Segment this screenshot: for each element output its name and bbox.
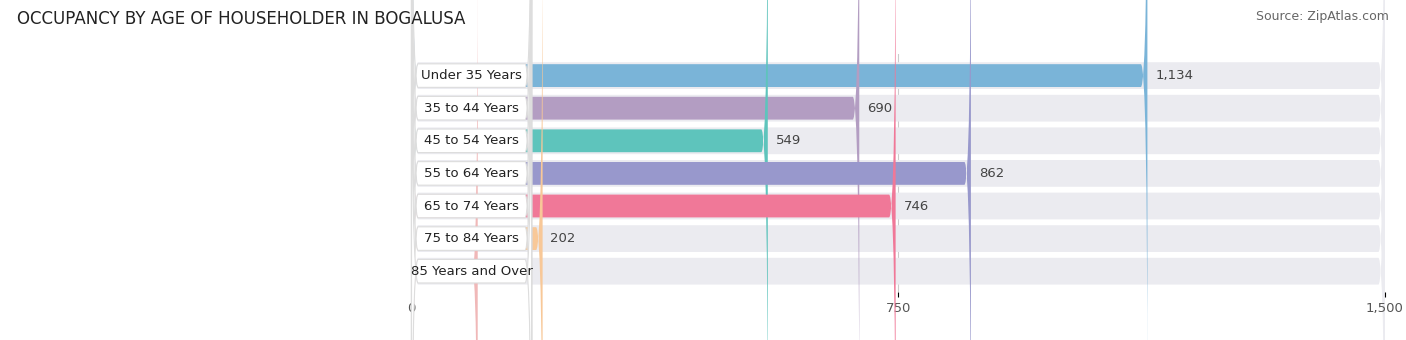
FancyBboxPatch shape	[412, 0, 896, 340]
Text: 549: 549	[776, 134, 801, 147]
FancyBboxPatch shape	[412, 0, 531, 340]
Text: 85 Years and Over: 85 Years and Over	[411, 265, 533, 278]
FancyBboxPatch shape	[412, 0, 531, 340]
Text: 65 to 74 Years: 65 to 74 Years	[425, 200, 519, 212]
Text: 862: 862	[979, 167, 1004, 180]
FancyBboxPatch shape	[412, 0, 859, 340]
FancyBboxPatch shape	[412, 0, 531, 340]
FancyBboxPatch shape	[412, 0, 531, 340]
FancyBboxPatch shape	[412, 0, 1147, 340]
Text: 690: 690	[868, 102, 893, 115]
FancyBboxPatch shape	[412, 0, 1385, 340]
FancyBboxPatch shape	[412, 0, 768, 340]
FancyBboxPatch shape	[412, 0, 1385, 340]
Text: Under 35 Years: Under 35 Years	[422, 69, 522, 82]
FancyBboxPatch shape	[412, 0, 1385, 340]
FancyBboxPatch shape	[412, 0, 1385, 340]
FancyBboxPatch shape	[412, 0, 543, 340]
FancyBboxPatch shape	[412, 0, 531, 340]
FancyBboxPatch shape	[412, 0, 531, 340]
FancyBboxPatch shape	[412, 0, 478, 340]
Text: 102: 102	[485, 265, 510, 278]
Text: 1,134: 1,134	[1156, 69, 1194, 82]
Text: OCCUPANCY BY AGE OF HOUSEHOLDER IN BOGALUSA: OCCUPANCY BY AGE OF HOUSEHOLDER IN BOGAL…	[17, 10, 465, 28]
Text: 35 to 44 Years: 35 to 44 Years	[425, 102, 519, 115]
FancyBboxPatch shape	[412, 0, 1385, 340]
FancyBboxPatch shape	[412, 0, 1385, 340]
Text: 202: 202	[550, 232, 576, 245]
Text: Source: ZipAtlas.com: Source: ZipAtlas.com	[1256, 10, 1389, 23]
FancyBboxPatch shape	[412, 0, 972, 340]
Text: 746: 746	[904, 200, 928, 212]
Text: 75 to 84 Years: 75 to 84 Years	[425, 232, 519, 245]
FancyBboxPatch shape	[412, 0, 1385, 340]
FancyBboxPatch shape	[412, 0, 531, 340]
Text: 45 to 54 Years: 45 to 54 Years	[425, 134, 519, 147]
Text: 55 to 64 Years: 55 to 64 Years	[425, 167, 519, 180]
